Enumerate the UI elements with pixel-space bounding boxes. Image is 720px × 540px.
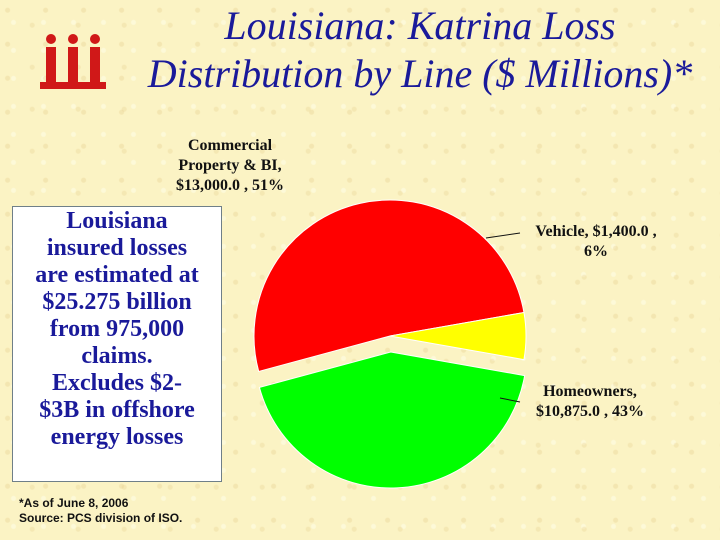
note-line: are estimated at (35, 262, 199, 288)
note-box: Louisiana insured losses are estimated a… (12, 206, 222, 482)
footnote-date: *As of June 8, 2006 (19, 496, 129, 510)
note-line: Louisiana (66, 208, 168, 234)
note-line: insured losses (46, 235, 188, 261)
note-line: $25.275 billion (42, 289, 192, 315)
pie-slice-commercial-property-bi (253, 199, 525, 373)
iii-logo (40, 32, 106, 92)
title-line-1: Louisiana: Katrina Loss (224, 3, 616, 48)
note-line: Excludes $2- (51, 370, 182, 396)
page-title: Louisiana: Katrina Loss Distribution by … (125, 2, 715, 98)
data-label: Commercial Property & BI, $13,000.0 , 51% (176, 137, 284, 194)
note-line: from 975,000 (49, 316, 185, 342)
leader-line (485, 232, 521, 239)
title-line-2: Distribution by Line ($ Millions)* (147, 51, 693, 96)
note-line: $3B in offshore (39, 397, 195, 423)
footnote: *As of June 8, 2006 Source: PCS division… (19, 496, 279, 526)
data-label: Homeowners, $10,875.0 , 43% (536, 383, 644, 420)
iii-logo-icon (40, 34, 106, 89)
pie-slice-homeowners (258, 351, 526, 489)
pie-slice-vehicle (389, 311, 527, 361)
note-line: energy losses (50, 424, 184, 450)
data-label: Vehicle, $1,400.0 , 6% (535, 223, 656, 260)
leader-line (499, 397, 521, 403)
footnote-source: Source: PCS division of ISO. (19, 511, 183, 525)
note-line: claims. (81, 343, 153, 369)
